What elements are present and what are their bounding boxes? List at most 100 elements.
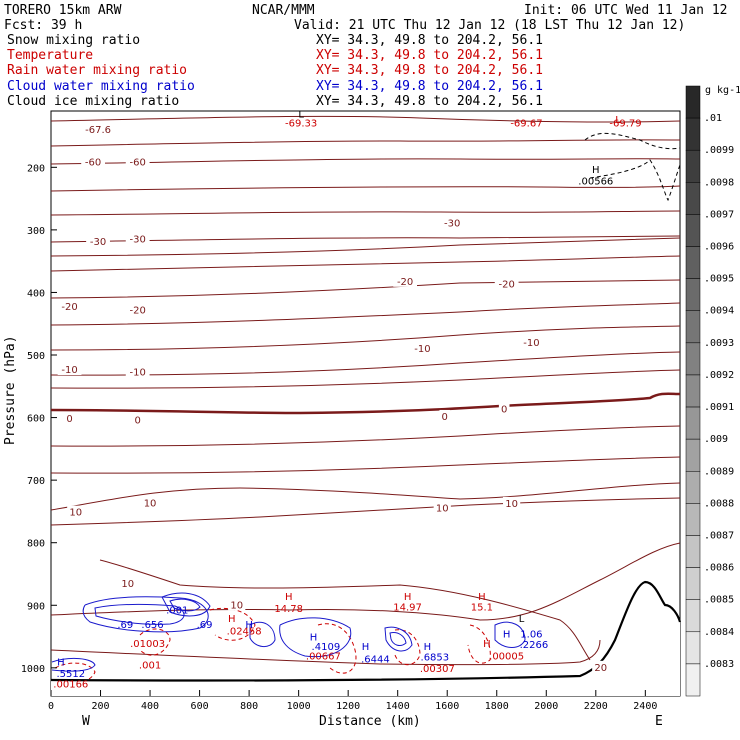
isotherm-label: 10 (121, 579, 134, 590)
extremum-label: .001 (139, 661, 161, 672)
isotherm-label: -20 (498, 279, 514, 290)
isotherm-label: -30 (444, 219, 460, 230)
colorbar-tick-label: .0097 (704, 209, 734, 220)
isotherm-line (50, 497, 681, 526)
extremum-label: H (592, 165, 600, 176)
isotherm-line (50, 542, 681, 621)
isotherm-line (50, 235, 681, 243)
isotherm-label-bg (57, 299, 82, 312)
y-tick-label: 300 (27, 226, 45, 237)
extremum-label: L (298, 110, 304, 121)
x-tick-label: 200 (91, 701, 109, 712)
extremum-label: H (245, 620, 253, 631)
y-axis: 200 300 400 500 600 700 800 900 1000 (21, 163, 57, 675)
x-tick-label: 2400 (633, 701, 657, 712)
isotherm-labels: -60 -60 -67.6 -30 -30 -30 -20 -20 -20 -20 -10 -10 -1… (57, 122, 610, 674)
forecast-hour: Fcst: 39 h (4, 18, 82, 33)
isotherm-label-bg (498, 402, 510, 415)
terrain-surface (50, 580, 682, 682)
colorbar-tick-label: .01 (704, 113, 722, 124)
y-tick-label: 200 (27, 163, 45, 174)
init-time: Init: 06 UTC Wed 11 Jan 12 (524, 3, 728, 18)
extremum-label: 14.97 (393, 603, 422, 614)
colorbar-tick-label: .0092 (704, 370, 734, 381)
isotherm-label-bg (228, 598, 246, 611)
valid-time: Valid: 21 UTC Thu 12 Jan 12 (18 LST Thu … (294, 18, 685, 33)
isotherm-label-bg (410, 341, 435, 354)
extremum-label: .00566 (578, 176, 613, 187)
isotherm-label: -10 (523, 338, 539, 349)
isotherm-line (50, 351, 681, 376)
rain-contour (317, 623, 357, 674)
colorbar-swatch (685, 278, 701, 311)
x-right-end-label: E (655, 714, 663, 729)
isotherm-line (50, 482, 681, 511)
colorbar-swatch (685, 342, 701, 376)
colorbar-tick-label: .0088 (704, 498, 734, 509)
extremum-label: .00307 (420, 664, 455, 675)
isotherm-line (50, 392, 681, 415)
colorbar-tick-label: .0099 (704, 145, 734, 156)
isotherm-line (50, 325, 681, 351)
isotherm-line (50, 369, 681, 389)
x-tick-label: 0 (48, 701, 54, 712)
isotherm-label: -10 (414, 344, 430, 355)
rain-contour (209, 607, 256, 641)
isotherm-label-bg (494, 277, 519, 290)
isotherm-line (50, 237, 681, 257)
extremum-label: H (503, 629, 511, 640)
isotherm-label-bg (57, 363, 82, 376)
colorbar-tick-label: .009 (704, 434, 728, 445)
isotherm-label-bg (125, 365, 150, 378)
extremum-label: .00166 (53, 679, 88, 690)
colorbar-tick-label: .0083 (704, 659, 734, 670)
extremum-label: H (362, 642, 370, 653)
colorbar-swatch (685, 663, 701, 697)
colorbar-tick-label: .0089 (704, 466, 734, 477)
extremum-label: .6444 (361, 654, 390, 665)
colorbar-swatch (685, 149, 701, 183)
cloud-water-contour (279, 617, 352, 658)
field-xy-cloud-water: XY= 34.3, 49.8 to 204.2, 56.1 (316, 79, 543, 94)
isotherm-label-bg (592, 660, 610, 673)
isotherm-label: 10 (69, 508, 82, 519)
extremum-label: .2266 (520, 640, 549, 651)
extremum-label: 14.78 (274, 604, 303, 615)
rain-contour (394, 629, 421, 666)
colorbar-tick-label: .0094 (704, 306, 734, 317)
isotherm-line (50, 210, 681, 216)
isotherm-label: 10 (144, 498, 157, 509)
isotherm-line (50, 456, 681, 474)
cloud-water-contour (161, 592, 211, 617)
extrema-labels: -69.33 -69.67 L-69.79LH.00566H14.78H14.97H… (53, 110, 641, 691)
model-title: TORERO 15km ARW (4, 3, 122, 18)
y-axis-label: Pressure (hPa) (3, 335, 18, 445)
colorbar: .01 .0099 .0098 .0097 .0096 .0095 .0094 .0093 .0… (685, 85, 734, 697)
y-tick-label: 700 (27, 476, 45, 487)
isotherm-label-bg (439, 409, 451, 422)
extremum-label: L (615, 115, 621, 126)
cloud-water-contour (169, 598, 201, 612)
extremum-label: -69.67 (510, 118, 542, 129)
extremum-label: .4109 (312, 642, 341, 653)
extremum-label: 15.1 (471, 603, 493, 614)
extremum-label: .02458 (227, 626, 262, 637)
extremum-label: .001 (166, 606, 188, 617)
extremum-label: H (404, 592, 412, 603)
extremum-label: .6853 (421, 653, 450, 664)
extremum-label: .656 (141, 620, 163, 631)
colorbar-tick-label: .0091 (704, 402, 734, 413)
isotherm-label-bg (86, 234, 110, 247)
isotherm-label: 10 (230, 600, 243, 611)
y-tick-label: 800 (27, 539, 45, 550)
x-tick-label: 2200 (584, 701, 608, 712)
y-tick-label: 1000 (21, 664, 45, 675)
colorbar-swatch (685, 214, 701, 247)
extremum-label: .01003 (130, 639, 165, 650)
isotherm-label-bg (440, 216, 465, 229)
isotherm-label: -67.6 (85, 125, 111, 136)
extremum-label: L (519, 614, 525, 625)
colorbar-tick-label: .0084 (704, 627, 734, 638)
snow-contour (589, 159, 681, 202)
